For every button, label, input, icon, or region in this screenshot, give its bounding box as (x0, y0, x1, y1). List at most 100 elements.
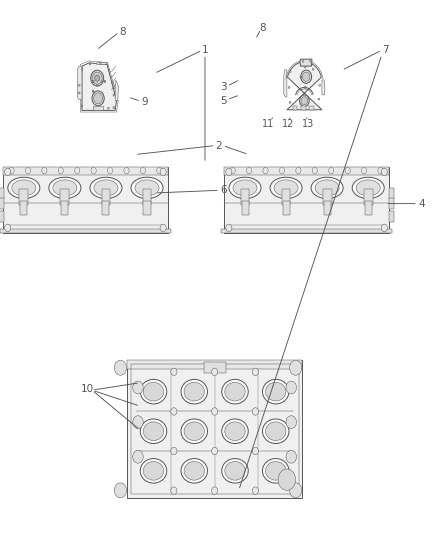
Circle shape (74, 167, 80, 174)
Ellipse shape (265, 422, 286, 441)
Ellipse shape (265, 462, 286, 480)
Circle shape (25, 167, 31, 174)
Circle shape (160, 168, 166, 176)
Ellipse shape (181, 458, 208, 483)
Bar (102, 201, 110, 214)
Bar (4, 166, 167, 175)
Bar (131, 364, 299, 494)
Text: 11: 11 (262, 119, 275, 128)
Ellipse shape (222, 458, 248, 483)
Circle shape (113, 107, 115, 109)
Bar (224, 166, 389, 175)
Ellipse shape (233, 180, 257, 196)
Ellipse shape (270, 177, 302, 199)
Ellipse shape (143, 462, 164, 480)
Ellipse shape (356, 180, 380, 196)
Circle shape (378, 167, 383, 174)
Polygon shape (322, 80, 325, 95)
Circle shape (247, 167, 252, 174)
Circle shape (112, 83, 114, 85)
Circle shape (9, 167, 14, 174)
Ellipse shape (8, 177, 40, 199)
Bar (301, 106, 306, 110)
Circle shape (78, 84, 80, 86)
Ellipse shape (315, 180, 339, 196)
Polygon shape (284, 70, 287, 97)
Circle shape (92, 81, 93, 83)
Circle shape (289, 101, 291, 103)
Circle shape (92, 91, 104, 106)
Circle shape (302, 60, 304, 62)
Ellipse shape (140, 379, 167, 404)
Circle shape (252, 408, 258, 415)
Circle shape (226, 224, 232, 231)
Ellipse shape (140, 419, 167, 443)
Bar (389, 198, 394, 208)
Circle shape (279, 167, 285, 174)
Circle shape (95, 75, 100, 81)
Ellipse shape (143, 382, 164, 401)
Bar (102, 189, 110, 205)
Bar (0, 229, 171, 233)
Bar (127, 360, 302, 498)
Circle shape (114, 483, 127, 498)
Text: 8: 8 (119, 27, 126, 37)
Ellipse shape (222, 379, 248, 404)
Text: 3: 3 (220, 83, 227, 92)
Circle shape (92, 90, 94, 92)
Circle shape (381, 168, 387, 176)
Circle shape (212, 408, 218, 415)
Circle shape (278, 469, 296, 490)
Bar (389, 211, 394, 222)
Circle shape (96, 85, 98, 86)
Bar (143, 189, 152, 205)
Circle shape (140, 167, 145, 174)
Circle shape (58, 167, 64, 174)
Text: 10: 10 (81, 384, 94, 394)
Text: 4: 4 (418, 199, 425, 208)
Circle shape (157, 167, 162, 174)
Polygon shape (78, 66, 82, 101)
Circle shape (133, 381, 143, 394)
Circle shape (133, 450, 143, 463)
Bar (323, 189, 332, 205)
Circle shape (328, 167, 334, 174)
Circle shape (93, 91, 94, 92)
Text: 2: 2 (215, 141, 223, 150)
Text: 9: 9 (141, 98, 148, 107)
Ellipse shape (143, 422, 164, 441)
Bar (60, 189, 69, 205)
Polygon shape (287, 62, 322, 110)
Circle shape (133, 416, 143, 429)
Circle shape (381, 224, 387, 231)
Bar (127, 360, 302, 369)
Bar (4, 166, 167, 233)
Circle shape (286, 381, 297, 394)
Circle shape (92, 72, 102, 84)
Circle shape (113, 94, 115, 96)
Ellipse shape (225, 462, 245, 480)
Circle shape (5, 168, 11, 176)
Circle shape (312, 167, 318, 174)
Circle shape (42, 167, 47, 174)
Bar (144, 201, 151, 214)
Bar (324, 201, 331, 214)
Circle shape (93, 81, 94, 82)
Bar (19, 189, 28, 205)
Ellipse shape (352, 177, 384, 199)
Ellipse shape (262, 419, 289, 443)
Circle shape (252, 368, 258, 376)
Bar (309, 106, 314, 110)
Circle shape (102, 81, 103, 83)
Polygon shape (300, 59, 312, 66)
Circle shape (252, 487, 258, 495)
Ellipse shape (90, 177, 122, 199)
Bar (0, 188, 4, 199)
Circle shape (230, 167, 235, 174)
Ellipse shape (53, 180, 77, 196)
Circle shape (310, 60, 311, 62)
Bar (364, 189, 373, 205)
Circle shape (212, 368, 218, 376)
Circle shape (171, 447, 177, 455)
Ellipse shape (274, 180, 298, 196)
